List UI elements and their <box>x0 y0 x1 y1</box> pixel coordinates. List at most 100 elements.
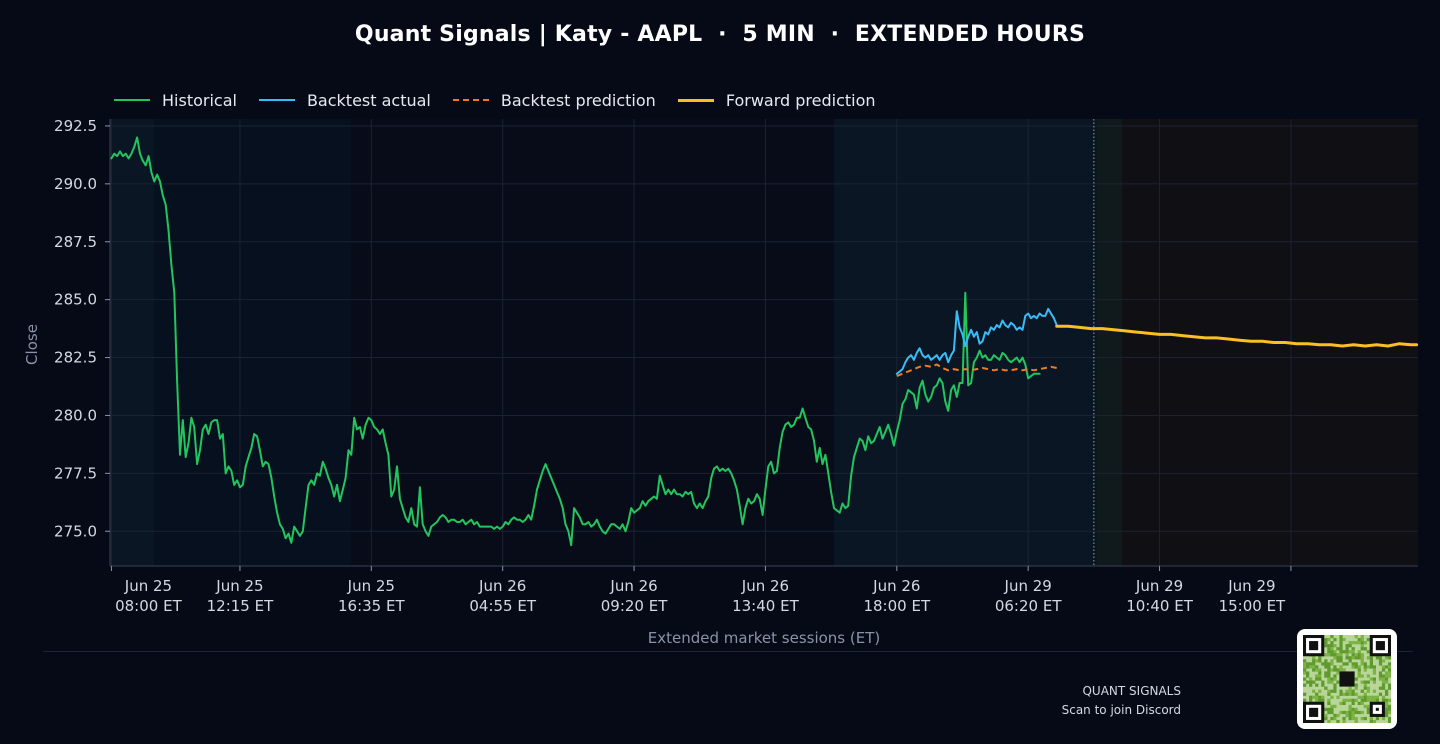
qr-module <box>1318 677 1322 681</box>
y-tick-label: 282.5 <box>54 349 97 367</box>
qr-module <box>1303 665 1307 669</box>
x-tick-label: 10:40 ET <box>1126 597 1193 615</box>
qr-module <box>1336 656 1340 660</box>
x-tick-label: 09:20 ET <box>601 597 668 615</box>
qr-module <box>1330 710 1334 715</box>
qr-module <box>1348 641 1352 645</box>
qr-module <box>1333 677 1337 681</box>
qr-module <box>1348 692 1352 696</box>
x-tick-label: Jun 25 <box>215 577 263 595</box>
qr-module <box>1345 662 1349 666</box>
qr-module <box>1381 680 1386 684</box>
qr-module <box>1387 704 1391 709</box>
qr-finder <box>1309 707 1319 717</box>
qr-module <box>1327 710 1331 715</box>
qr-module <box>1366 686 1370 690</box>
qr-module <box>1303 692 1307 696</box>
qr-module <box>1372 698 1377 702</box>
qr-module <box>1333 638 1337 642</box>
qr-module <box>1315 674 1319 678</box>
qr-module <box>1345 710 1349 715</box>
qr-module <box>1318 656 1322 660</box>
qr-module <box>1384 704 1389 709</box>
qr-module <box>1360 653 1364 657</box>
qr-module <box>1324 653 1328 657</box>
qr-module <box>1333 674 1337 678</box>
qr-module <box>1345 689 1349 693</box>
qr-module <box>1378 677 1383 681</box>
qr-module <box>1309 683 1313 687</box>
qr-finder <box>1309 641 1319 651</box>
qr-module <box>1330 635 1334 639</box>
x-tick-label: 16:35 ET <box>338 597 405 615</box>
qr-module <box>1387 686 1391 690</box>
qr-module <box>1348 716 1352 721</box>
x-tick-label: 13:40 ET <box>732 597 799 615</box>
qr-module <box>1339 701 1343 705</box>
qr-module <box>1360 644 1364 648</box>
qr-module <box>1372 671 1377 675</box>
discord-qr-code[interactable] <box>1297 629 1397 729</box>
qr-module <box>1366 689 1370 693</box>
qr-module <box>1339 659 1343 663</box>
qr-module <box>1366 650 1370 654</box>
qr-module <box>1357 638 1361 642</box>
qr-module <box>1315 683 1319 687</box>
y-tick-label: 277.5 <box>54 464 97 482</box>
qr-module <box>1333 653 1337 657</box>
qr-module <box>1360 680 1364 684</box>
qr-module <box>1330 659 1334 663</box>
x-tick-label: Jun 29 <box>1004 577 1052 595</box>
qr-module <box>1381 668 1386 672</box>
qr-module <box>1366 695 1370 699</box>
qr-module <box>1303 683 1307 687</box>
qr-module <box>1384 680 1389 684</box>
qr-module <box>1357 671 1361 675</box>
x-tick-label: Jun 26 <box>478 577 526 595</box>
session-band <box>154 119 352 566</box>
qr-module <box>1345 692 1349 696</box>
qr-module <box>1369 695 1373 699</box>
qr-module <box>1321 662 1325 666</box>
qr-module <box>1351 650 1355 654</box>
qr-module <box>1387 719 1391 723</box>
qr-module <box>1324 674 1328 678</box>
qr-module <box>1366 698 1370 702</box>
series-forward-prediction <box>1055 324 1419 348</box>
qr-module <box>1330 647 1334 651</box>
qr-module <box>1384 707 1389 712</box>
qr-module <box>1357 665 1361 669</box>
qr-module <box>1354 662 1358 666</box>
qr-module <box>1306 662 1310 666</box>
qr-module <box>1330 644 1334 648</box>
qr-module <box>1330 662 1334 666</box>
qr-module <box>1342 710 1346 715</box>
qr-module <box>1303 677 1307 681</box>
qr-module <box>1351 656 1355 660</box>
qr-module <box>1336 653 1340 657</box>
qr-module <box>1354 710 1358 715</box>
qr-module <box>1339 641 1343 645</box>
qr-module <box>1384 710 1389 715</box>
x-tick-label: Jun 25 <box>347 577 395 595</box>
qr-module <box>1387 668 1391 672</box>
qr-module <box>1342 650 1346 654</box>
qr-module <box>1351 710 1355 715</box>
qr-module <box>1348 656 1352 660</box>
qr-module <box>1336 647 1340 651</box>
qr-module <box>1360 638 1364 642</box>
qr-module <box>1357 656 1361 660</box>
qr-module <box>1360 710 1364 715</box>
series-backtest-actual <box>895 307 1058 375</box>
legend-swatch <box>452 99 489 101</box>
qr-module <box>1345 653 1349 657</box>
qr-module <box>1324 686 1328 690</box>
qr-module <box>1333 644 1337 648</box>
session-band <box>1096 119 1123 566</box>
legend-label: Forward prediction <box>725 90 876 110</box>
qr-module <box>1384 677 1389 681</box>
qr-module <box>1366 707 1370 712</box>
qr-module <box>1387 656 1391 660</box>
qr-module <box>1324 713 1328 718</box>
qr-module <box>1351 707 1355 712</box>
